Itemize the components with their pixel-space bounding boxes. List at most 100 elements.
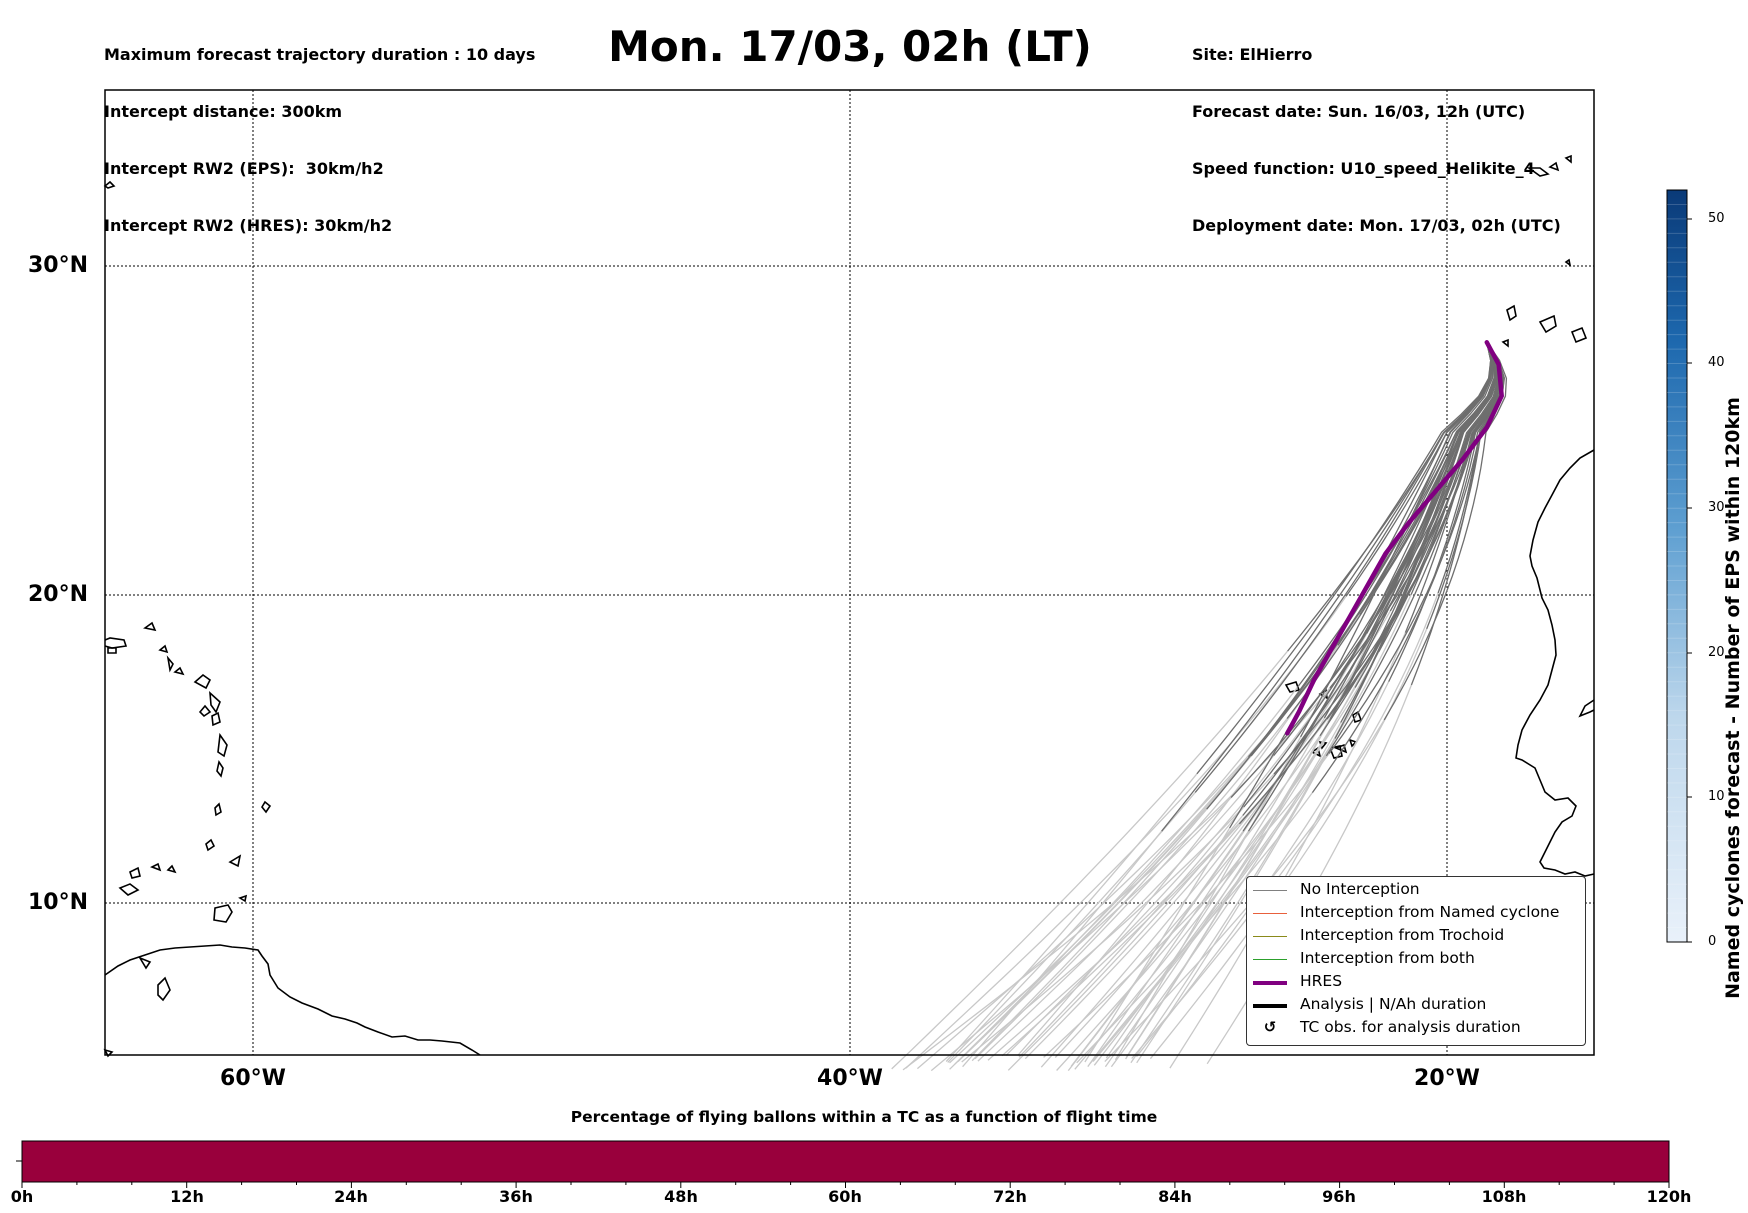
legend-symbol: [1253, 959, 1287, 960]
hour-label-72h: 72h: [993, 1187, 1027, 1206]
info-rw2-hres: Intercept RW2 (HRES): 30km/h2: [104, 216, 393, 235]
map-frame: [104, 89, 1595, 1056]
hour-label-36h: 36h: [499, 1187, 533, 1206]
info-forecast-date: Forecast date: Sun. 16/03, 12h (UTC): [1192, 102, 1526, 121]
legend-item-no-interception: No Interception: [1247, 879, 1585, 902]
colorbar-tick-40: 40: [1708, 355, 1725, 370]
legend-item-trochoid: Interception from Trochoid: [1247, 925, 1585, 948]
eps-trajectory-early: [1242, 342, 1497, 832]
eps-trajectory-late: [1024, 610, 1391, 1060]
legend-label: Interception from Trochoid: [1300, 926, 1505, 944]
lat-label-10n: 10°N: [27, 890, 88, 915]
info-duration: Maximum forecast trajectory duration : 1…: [104, 45, 536, 64]
eps-trajectory-early: [1247, 342, 1494, 758]
eps-trajectory-late: [961, 773, 1275, 1063]
lon-label-40w: 40°W: [817, 1066, 883, 1091]
eps-trajectory-late: [949, 756, 1250, 1064]
eps-trajectory-late: [1092, 755, 1327, 1062]
eps-trajectory-late: [1084, 827, 1231, 1063]
colorbar-tick-20: 20: [1708, 645, 1725, 660]
eps-trajectory-late: [954, 756, 1250, 1065]
eps-trajectory-late: [1070, 830, 1244, 1067]
eps-trajectory-late: [1169, 632, 1406, 1069]
colorbar-tick-0: 0: [1708, 934, 1717, 949]
info-intercept-distance: Intercept distance: 300km: [104, 102, 343, 121]
legend-item-tc-obs: ↺ TC obs. for analysis duration: [1247, 1017, 1585, 1040]
title-text: Mon. 17/03, 02h (LT): [608, 22, 1092, 71]
eps-trajectory-late: [1149, 628, 1428, 1060]
eps-trajectory-late: [1043, 753, 1330, 1058]
legend-label: Analysis | N/Ah duration: [1300, 995, 1487, 1013]
legend-item-hres: HRES: [1247, 971, 1585, 994]
eps-trajectory-early: [1326, 341, 1503, 720]
hour-label-12h: 12h: [170, 1187, 204, 1206]
lat-label-20n: 20°N: [27, 582, 88, 607]
eps-trajectory-early: [1300, 342, 1492, 738]
eps-trajectory-late: [1007, 815, 1244, 1071]
legend-item-named-cyclone: Interception from Named cyclone: [1247, 902, 1585, 925]
legend-symbol: [1253, 890, 1287, 891]
percentage-bar-title: Percentage of flying ballons within a TC…: [570, 1108, 1158, 1126]
eps-trajectory-early: [1161, 342, 1492, 832]
eps-trajectory-late: [1040, 668, 1352, 1068]
eps-trajectory-late: [1074, 687, 1356, 1070]
eps-trajectory-late: [1125, 718, 1332, 1060]
hour-label-0h: 0h: [10, 1187, 34, 1206]
info-speed-function: Speed function: U10_speed_Helikite_4: [1192, 159, 1535, 178]
eps-trajectory-early: [1337, 342, 1496, 646]
hour-label-48h: 48h: [664, 1187, 698, 1206]
eps-trajectory-early: [1250, 342, 1497, 757]
lon-label-60w: 60°W: [220, 1066, 286, 1091]
lat-label-30n: 30°N: [27, 253, 88, 278]
legend-symbol: [1253, 1004, 1287, 1008]
legend-label: TC obs. for analysis duration: [1300, 1018, 1521, 1036]
eps-trajectory-late: [1110, 722, 1342, 1068]
map-title: Mon. 17/03, 02h (LT): [0, 22, 1700, 71]
lon-label-20w: 20°W: [1414, 1066, 1480, 1091]
eps-trajectory-late: [1136, 738, 1336, 1064]
hour-label-96h: 96h: [1322, 1187, 1356, 1206]
eps-trajectory-late: [962, 830, 1163, 1068]
colorbar: [1666, 189, 1688, 943]
run-info-right: Site: ElHierro Forecast date: Sun. 16/03…: [1192, 7, 1561, 254]
coastlines: [103, 154, 1595, 1058]
legend-symbol: [1253, 936, 1287, 937]
colorbar-ticks: [1687, 218, 1692, 943]
eps-trajectory-early: [1383, 341, 1508, 721]
colorbar-tick-30: 30: [1708, 500, 1725, 515]
eps-trajectory-late: [1131, 592, 1439, 1059]
eps-trajectory-late: [930, 797, 1232, 1072]
eps-trajectory-late: [1054, 735, 1321, 1058]
eps-trajectory-early: [1248, 342, 1499, 758]
eps-trajectory-late: [905, 595, 1347, 1069]
legend-item-both: Interception from both: [1247, 948, 1585, 971]
cyclone-icon: ↺: [1263, 1018, 1277, 1036]
hour-label-120h: 120h: [1646, 1187, 1692, 1206]
run-info-left: Maximum forecast trajectory duration : 1…: [104, 7, 535, 254]
hres-trajectory: [1285, 340, 1504, 736]
legend-label: HRES: [1300, 972, 1343, 990]
eps-trajectory-early: [1286, 342, 1497, 719]
eps-trajectory-late: [891, 650, 1289, 1070]
info-rw2-eps: Intercept RW2 (EPS): 30km/h2: [104, 159, 384, 178]
eps-trajectory-late: [1056, 651, 1380, 1071]
colorbar-bands: [1667, 204, 1687, 928]
eps-trajectory-late: [1104, 722, 1330, 1068]
map-legend: No Interception Interception from Named …: [1246, 876, 1586, 1046]
eps-trajectory-early: [1243, 342, 1498, 808]
eps-trajectory-late: [1089, 594, 1412, 1064]
eps-trajectory-late: [945, 773, 1198, 1062]
legend-item-analysis: Analysis | N/Ah duration: [1247, 994, 1585, 1017]
hour-label-84h: 84h: [1158, 1187, 1192, 1206]
colorbar-label: Named cyclones forecast - Number of EPS …: [1722, 397, 1744, 999]
colorbar-tick-10: 10: [1708, 789, 1725, 804]
info-deployment-date: Deployment date: Mon. 17/03, 02h (UTC): [1192, 216, 1561, 235]
eps-trajectory-late: [1087, 830, 1250, 1067]
legend-label: Interception from both: [1300, 949, 1475, 967]
percentage-bar-ticks: [21, 1182, 1670, 1188]
eps-trajectory-late: [949, 687, 1298, 1070]
percentage-bar: [21, 1140, 1670, 1183]
hour-label-108h: 108h: [1481, 1187, 1527, 1206]
colorbar-tick-50: 50: [1708, 211, 1725, 226]
